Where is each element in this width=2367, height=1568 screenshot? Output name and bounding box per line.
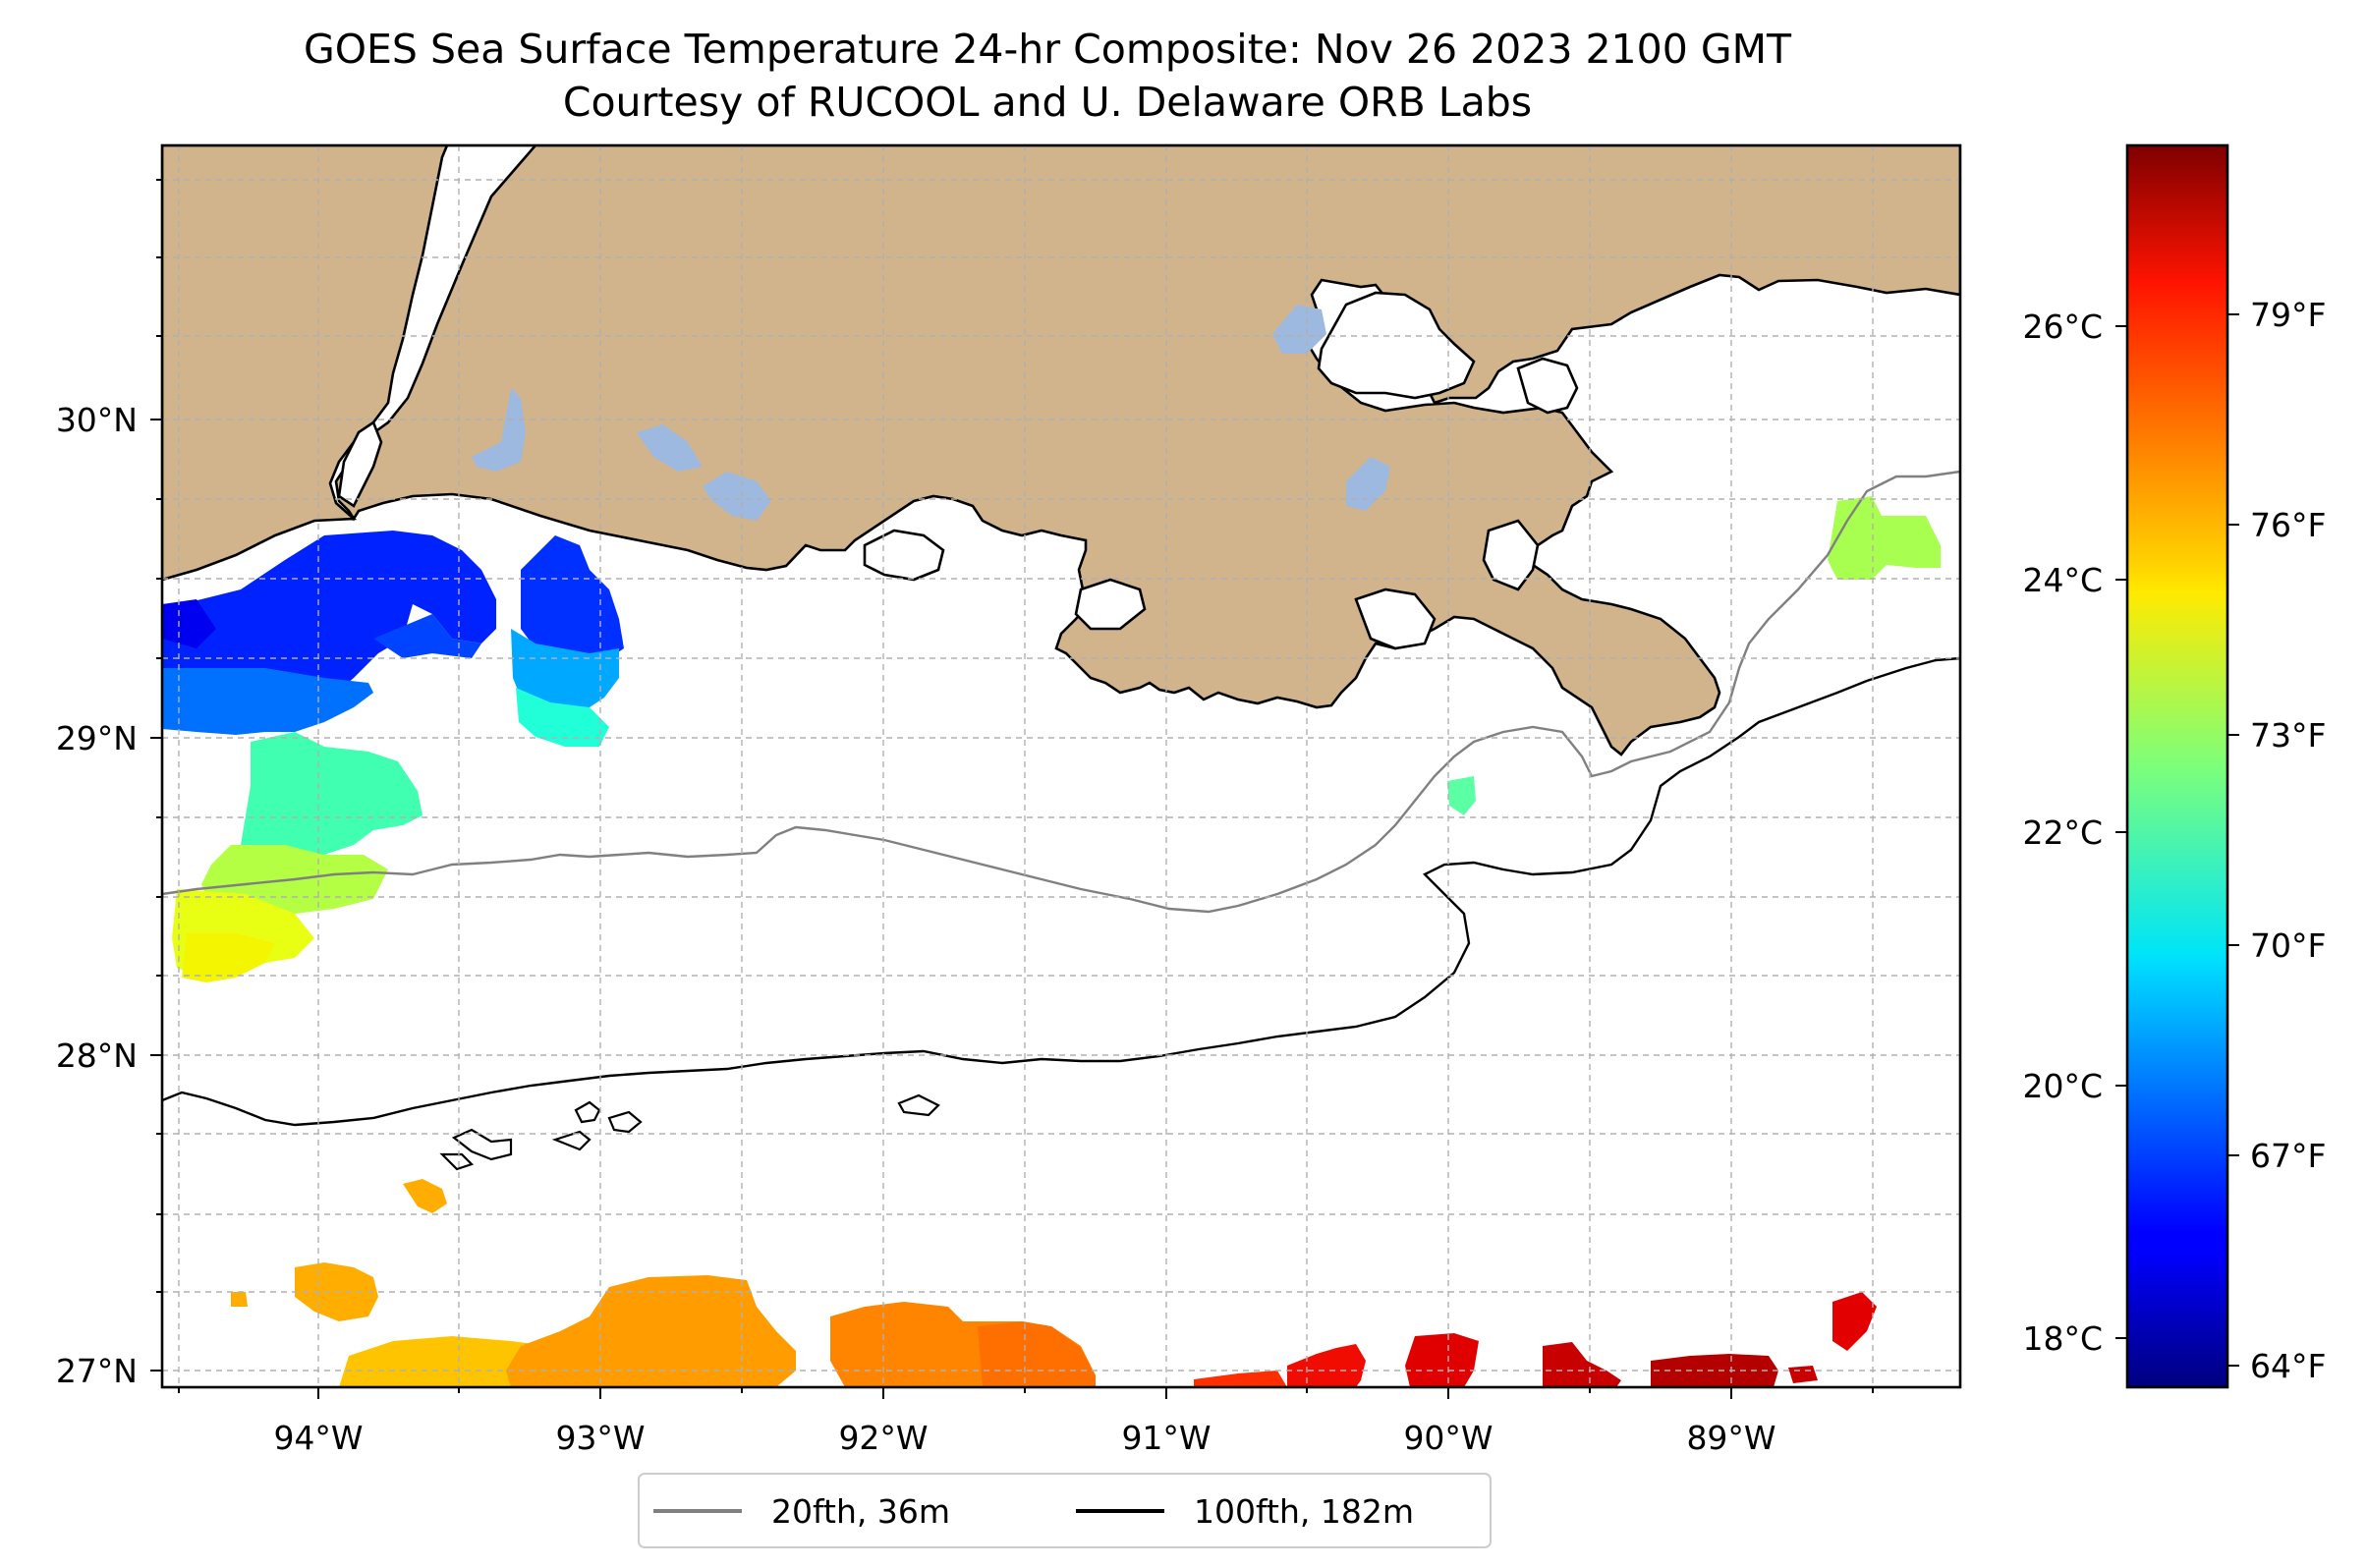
sst-patch-south-red-b: [1287, 1344, 1366, 1387]
contour-100fth: [162, 656, 1960, 1127]
sst-patch-south-orange-main: [506, 1275, 796, 1387]
lake-calcasieu: [472, 388, 526, 472]
vermilion-bay: [863, 529, 945, 582]
colorbar-celsius-ticks: [2115, 325, 2127, 1339]
sst-patch-sabine-east: [373, 614, 481, 658]
legend: 20fth, 36m 100fth, 182m: [638, 1473, 1492, 1548]
sst-patch-south-red-c: [1405, 1333, 1479, 1387]
axis-ticks: [150, 179, 1874, 1399]
lake-borgne: [1516, 357, 1579, 415]
colorbar-celsius-label: 26°C: [2022, 308, 2103, 346]
sst-patch-sabine-south: [162, 668, 373, 735]
colorbar-fahrenheit-ticks: [2227, 313, 2239, 1367]
colorbar-fahrenheit-label: 67°F: [2250, 1137, 2326, 1175]
colorbar-fahrenheit-label: 70°F: [2250, 926, 2326, 965]
lake-salvador: [1346, 457, 1390, 511]
sst-patch-south-darkred-d: [1788, 1366, 1818, 1383]
sst-patch-south-orange-a: [403, 1179, 447, 1213]
lat-tick-labels: 30°N 29°N 28°N 27°N: [56, 401, 138, 1390]
lake-white: [703, 472, 771, 521]
lon-tick-label: 89°W: [1686, 1419, 1775, 1457]
sst-patch-offshore-yellow2: [182, 933, 275, 982]
lake-grand: [637, 424, 703, 472]
lat-tick-label: 27°N: [56, 1352, 138, 1390]
colorbar-fahrenheit-label: 79°F: [2250, 296, 2326, 334]
contour-100fth-bits: [439, 1093, 940, 1171]
sst-patch-sabine-blue-sw: [162, 599, 216, 648]
lon-tick-label: 90°W: [1403, 1419, 1493, 1457]
colorbar-celsius-label: 24°C: [2022, 561, 2103, 599]
sst-patch-calcasieu-nearshore: [516, 688, 609, 747]
legend-label-20fth: 20fth, 36m: [771, 1492, 950, 1531]
sst-patch-calcasieu-south: [511, 629, 619, 707]
sst-patch-south-darkred-b: [1651, 1354, 1778, 1387]
lat-tick-label: 30°N: [56, 401, 138, 439]
contour-20fth: [162, 470, 1960, 914]
lon-tick-label: 92°W: [838, 1419, 928, 1457]
sst-patch-south-darkred-a: [1543, 1342, 1621, 1387]
sst-patch-calcasieu: [521, 535, 624, 658]
colorbar-celsius-label: 18°C: [2022, 1319, 2103, 1358]
sst-patch-delta-east: [1828, 496, 1941, 580]
sst-patch-south-red-a: [1194, 1371, 1287, 1387]
sst-patch-south-darkred-c: [1832, 1292, 1877, 1351]
lake-pontchartrain: [1317, 291, 1476, 400]
sst-patch-offshore-green: [241, 732, 423, 869]
lon-tick-labels: 94°W 93°W 92°W 91°W 90°W 89°W: [273, 1419, 1775, 1457]
lat-tick-label: 29°N: [56, 719, 138, 757]
colorbar-gradient: [2125, 143, 2229, 1389]
colorbar-fahrenheit-label: 64°F: [2250, 1347, 2326, 1385]
lat-tick-label: 28°N: [56, 1036, 138, 1075]
map-panel[interactable]: [162, 145, 1960, 1387]
legend-box: [638, 1473, 1492, 1548]
lake-verret: [1272, 305, 1326, 354]
sst-patch-south-orange-c: [231, 1292, 248, 1307]
colorbar: 26°C 24°C 22°C 20°C 18°C 79°F 76°F 73°F …: [2022, 143, 2326, 1389]
terrebonne-bay: [1354, 588, 1437, 650]
colorbar-celsius-label: 20°C: [2022, 1067, 2103, 1105]
map-frame: [160, 143, 1962, 1389]
sst-patch-terrebonne: [1447, 776, 1476, 815]
colorbar-celsius-label: 22°C: [2022, 813, 2103, 852]
lon-tick-label: 91°W: [1121, 1419, 1211, 1457]
sst-layer: [162, 496, 1941, 1387]
lon-tick-label: 94°W: [273, 1419, 363, 1457]
sst-patch-south-yellow: [339, 1336, 550, 1387]
barataria-bay: [1482, 519, 1540, 591]
lon-tick-label: 93°W: [555, 1419, 645, 1457]
legend-label-100fth: 100fth, 182m: [1194, 1492, 1414, 1531]
map-title: GOES Sea Surface Temperature 24-hr Compo…: [304, 26, 1792, 73]
gridlines: [162, 145, 1960, 1387]
colorbar-fahrenheit-label: 73°F: [2250, 716, 2326, 755]
atchafalaya-bay: [1074, 578, 1147, 631]
map-subtitle: Courtesy of RUCOOL and U. Delaware ORB L…: [563, 79, 1532, 126]
colorbar-fahrenheit-label: 76°F: [2250, 506, 2326, 544]
